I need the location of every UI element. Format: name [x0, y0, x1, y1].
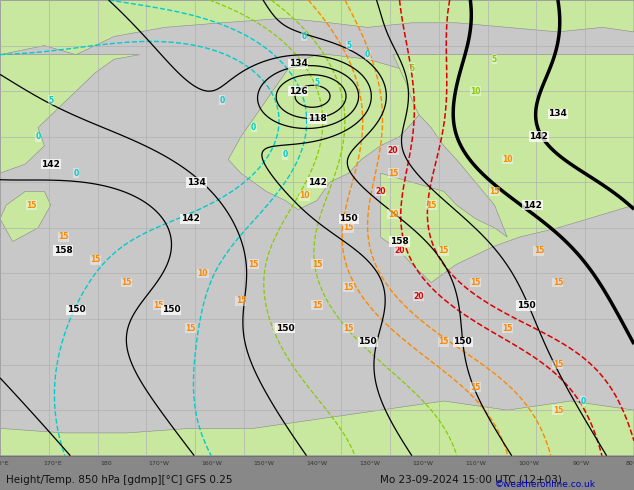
Text: 126: 126 [288, 87, 307, 96]
Polygon shape [0, 401, 634, 456]
Text: 15: 15 [122, 278, 132, 287]
Text: 0: 0 [581, 396, 586, 406]
Polygon shape [380, 55, 634, 283]
Text: 158: 158 [390, 237, 409, 246]
Text: 15: 15 [439, 246, 449, 255]
Text: 5: 5 [492, 55, 497, 64]
Text: 15: 15 [534, 246, 544, 255]
Text: 140°W: 140°W [306, 461, 328, 466]
Text: 0: 0 [74, 169, 79, 178]
Text: 150: 150 [162, 305, 181, 315]
Text: Mo 23-09-2024 15:00 UTC (12+03): Mo 23-09-2024 15:00 UTC (12+03) [380, 475, 562, 485]
Polygon shape [0, 192, 51, 242]
Text: 5: 5 [314, 77, 320, 87]
Text: 15: 15 [439, 337, 449, 346]
Text: 0: 0 [283, 150, 288, 159]
Text: 20: 20 [375, 187, 385, 196]
Polygon shape [228, 55, 431, 210]
Text: 80°W: 80°W [626, 461, 634, 466]
Text: 5: 5 [48, 96, 53, 105]
Text: 20: 20 [388, 146, 398, 155]
Text: 142: 142 [523, 200, 542, 210]
Text: 110°W: 110°W [465, 461, 486, 466]
Text: 150: 150 [358, 337, 377, 346]
Text: 150: 150 [453, 337, 472, 346]
Text: 180°E: 180°E [0, 461, 10, 466]
Text: 134: 134 [288, 59, 307, 68]
Text: 118: 118 [307, 114, 327, 123]
Text: 15: 15 [58, 232, 68, 242]
Text: 100°W: 100°W [518, 461, 539, 466]
Text: 0: 0 [36, 132, 41, 141]
Text: Height/Temp. 850 hPa [gdmp][°C] GFS 0.25: Height/Temp. 850 hPa [gdmp][°C] GFS 0.25 [6, 475, 233, 485]
Text: 15: 15 [236, 296, 246, 305]
Text: 150: 150 [67, 305, 86, 315]
Polygon shape [0, 0, 634, 55]
Text: 15: 15 [312, 260, 322, 269]
Text: 0: 0 [219, 96, 224, 105]
Text: 5: 5 [346, 41, 351, 50]
Text: 150: 150 [517, 301, 536, 310]
Text: 15: 15 [274, 323, 284, 333]
Text: 170°E: 170°E [44, 461, 62, 466]
Text: 15: 15 [426, 200, 436, 210]
Text: 5: 5 [410, 64, 415, 73]
Text: 15: 15 [153, 301, 164, 310]
Text: 10: 10 [299, 192, 309, 200]
Text: 15: 15 [553, 360, 563, 369]
Text: 15: 15 [489, 187, 500, 196]
Text: 130°W: 130°W [359, 461, 380, 466]
Text: 10: 10 [502, 155, 512, 164]
Text: 15: 15 [27, 200, 37, 210]
Text: 10: 10 [388, 210, 398, 219]
Text: 15: 15 [344, 283, 354, 292]
Polygon shape [0, 55, 139, 173]
Text: 170°W: 170°W [148, 461, 169, 466]
Text: 0: 0 [302, 32, 307, 41]
Text: 20: 20 [413, 292, 424, 301]
Text: ©weatheronline.co.uk: ©weatheronline.co.uk [495, 480, 595, 490]
Text: 15: 15 [502, 323, 512, 333]
Text: 15: 15 [553, 406, 563, 415]
Text: 150: 150 [339, 214, 358, 223]
Text: 142: 142 [41, 160, 60, 169]
Text: 15: 15 [553, 278, 563, 287]
Text: 90°W: 90°W [573, 461, 590, 466]
Text: 15: 15 [90, 255, 100, 264]
Text: 15: 15 [185, 323, 195, 333]
Text: 160°W: 160°W [201, 461, 222, 466]
Text: 10: 10 [198, 269, 208, 278]
Text: 15: 15 [344, 223, 354, 232]
Text: 150: 150 [276, 323, 295, 333]
Text: 15: 15 [388, 169, 398, 178]
Text: 134: 134 [548, 109, 567, 119]
Text: 142: 142 [307, 178, 327, 187]
Text: 120°W: 120°W [412, 461, 433, 466]
Text: 180: 180 [100, 461, 112, 466]
Text: 15: 15 [470, 278, 481, 287]
Text: 15: 15 [344, 323, 354, 333]
Text: 134: 134 [187, 178, 206, 187]
Text: 15: 15 [470, 383, 481, 392]
Text: 158: 158 [54, 246, 73, 255]
Text: 142: 142 [529, 132, 548, 141]
Text: 150°W: 150°W [254, 461, 275, 466]
Text: 15: 15 [312, 301, 322, 310]
Text: 142: 142 [181, 214, 200, 223]
Text: 0: 0 [251, 123, 256, 132]
Text: 15: 15 [249, 260, 259, 269]
Text: 10: 10 [470, 87, 481, 96]
Text: 0: 0 [365, 50, 370, 59]
Text: 20: 20 [394, 246, 404, 255]
